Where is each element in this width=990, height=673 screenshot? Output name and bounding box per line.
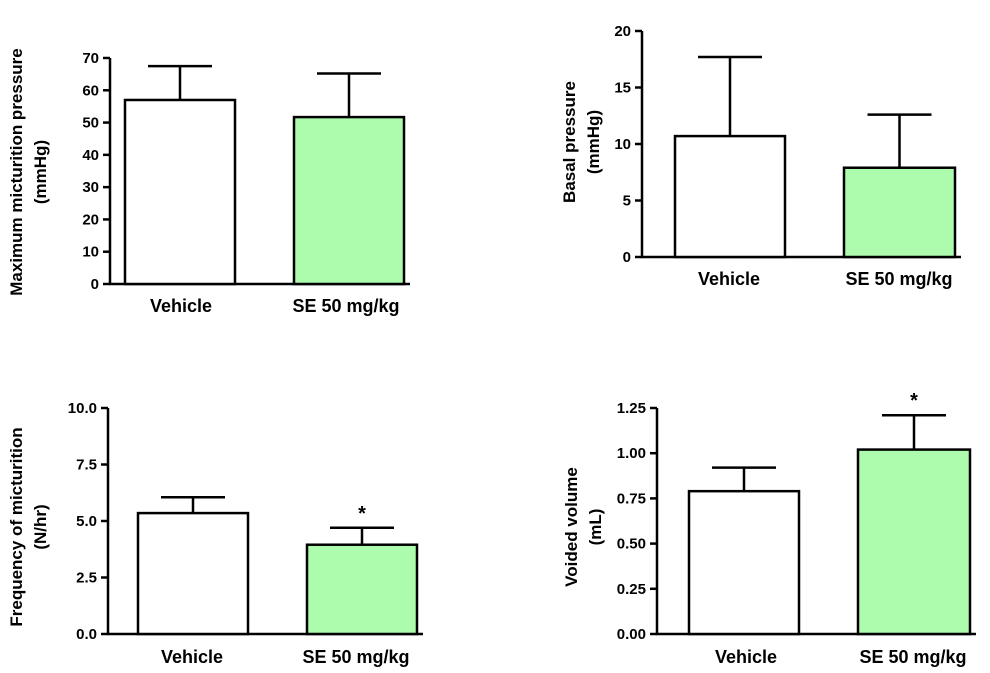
y-tick-label: 10 [82, 244, 99, 261]
y-tick-label: 0 [623, 249, 631, 266]
significance-marker: * [358, 503, 366, 525]
y-tick-label: 20 [82, 211, 99, 228]
x-category-label: SE 50 mg/kg [302, 647, 409, 667]
bar-se-50 [292, 115, 406, 286]
bar-se-50 [856, 448, 972, 636]
y-tick-label: 0.75 [617, 490, 646, 507]
y-axis-label: (mL) [586, 509, 605, 546]
y-tick-label: 0 [91, 276, 99, 293]
x-category-label: SE 50 mg/kg [292, 296, 399, 316]
y-axis-label: (mmHg) [584, 110, 603, 174]
y-tick-label: 7.5 [76, 457, 97, 474]
y-tick-label: 1.25 [617, 400, 646, 417]
x-category-label: SE 50 mg/kg [845, 269, 952, 289]
significance-marker: * [910, 390, 918, 412]
y-tick-label: 5 [623, 193, 631, 210]
y-tick-label: 2.5 [76, 570, 97, 587]
y-tick-label: 1.00 [617, 445, 646, 462]
bar-vehicle [136, 511, 250, 636]
y-axis-label: Basal pressure [560, 81, 579, 203]
chart-panel-3: 0.0 2.5 5.0 7.5 10.0 Vehicle SE 50 mg/kg * Frequ… [7, 400, 423, 667]
y-tick-label: 50 [82, 115, 99, 132]
y-tick-label: 10.0 [68, 400, 97, 417]
y-tick-label: 0.0 [76, 626, 97, 643]
y-tick-label: 40 [82, 147, 99, 164]
bar-vehicle [687, 489, 801, 636]
bar-vehicle [673, 134, 787, 259]
y-tick-label: 15 [614, 80, 631, 97]
y-tick-label: 30 [82, 179, 99, 196]
bar-vehicle [123, 98, 237, 286]
chart-panel-2: 0 5 10 15 20 Vehicle SE 50 mg/kg Basal pressure… [560, 23, 961, 289]
y-tick-label: 60 [82, 82, 99, 99]
y-tick-label: 5.0 [76, 513, 97, 530]
y-axis-label: Frequency of micturition [7, 427, 26, 626]
bar-se-50 [842, 166, 957, 259]
y-tick-label: 10 [614, 136, 631, 153]
y-axis-label: Voided volume [562, 467, 581, 587]
y-tick-label: 0.25 [617, 581, 646, 598]
x-category-label: Vehicle [715, 647, 777, 667]
bar-se-50 [305, 543, 419, 636]
y-tick-label: 20 [614, 23, 631, 40]
x-category-label: Vehicle [698, 269, 760, 289]
y-tick-label: 0.00 [617, 626, 646, 643]
x-category-label: SE 50 mg/kg [859, 647, 966, 667]
y-axis-label: (mmHg) [31, 140, 50, 204]
y-tick-label: 0.50 [617, 536, 646, 553]
x-category-label: Vehicle [161, 647, 223, 667]
chart-panel-1: 0 10 20 30 40 50 60 70 Vehicle SE 50 mg/kg Maximum… [7, 48, 410, 316]
y-axis-label: Maximum micturition pressure [7, 48, 26, 296]
chart-panel-4: 0.00 0.25 0.50 0.75 1.00 1.25 Vehicle SE 50 mg/… [562, 390, 976, 667]
x-category-label: Vehicle [150, 296, 212, 316]
y-tick-label: 70 [82, 50, 99, 67]
y-axis-label: (N/hr) [31, 504, 50, 549]
